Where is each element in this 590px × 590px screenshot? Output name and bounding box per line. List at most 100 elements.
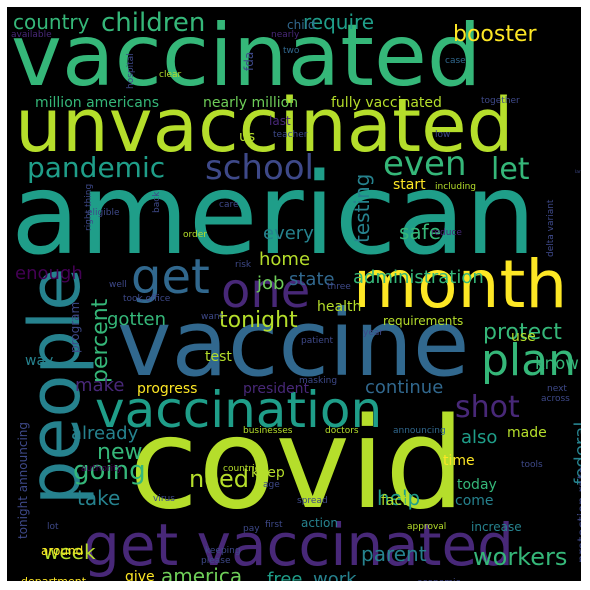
word-also: also [461,427,497,448]
word-let: let [491,152,530,187]
word-children: children [101,8,205,38]
word-want: want [201,312,224,322]
word-teacher: teacher [273,130,308,140]
word-delta-variant: delta variant [546,199,556,257]
word-around: around [41,544,83,558]
word-including: including [435,182,476,192]
word-unvaccinated: unvaccinated [15,83,514,169]
word-announcing: announcing [393,426,446,436]
word-america: america [161,564,242,581]
word-even: even [383,144,467,184]
word-protect: protect [483,320,562,345]
word-age: age [263,480,280,490]
word-fact: fact [381,493,408,509]
word-three: three [327,282,351,292]
word-get-vaccinated: get vaccinated [83,511,514,579]
word-new: new [97,440,142,465]
word-shot: shot [455,390,520,425]
word-pay: pay [243,524,260,534]
word-last: last [269,114,291,128]
word-come: come [455,493,494,509]
word-start: start [393,177,426,193]
word-approval: approval [407,522,446,532]
word-president: president [243,381,310,397]
word-test: test [205,349,232,365]
word-fully-vaccinated: fully vaccinated [331,95,442,111]
word-department: department [21,575,87,581]
word-booster: booster [453,22,538,47]
word-lot: lot [47,522,59,532]
word-require: require [303,10,374,34]
word-safe: safe [399,220,441,244]
word-spread: spread [297,496,328,506]
word-country: country [13,10,90,34]
word-risk: risk [235,260,252,270]
word-countries: countries [223,464,265,474]
word-federal: federal [571,422,581,485]
word-administration: administration [353,267,484,288]
word-going: going [73,456,146,486]
word-help: help [377,486,420,510]
word-eligible: eligible [87,208,120,218]
word-doctors: doctors [325,426,359,436]
word-give: give [125,569,155,581]
word-plan: plan [481,335,576,386]
word-economic: economic [417,578,460,581]
word-care: care [219,200,239,210]
word-increase: increase [471,520,522,534]
word-child: child [287,18,316,32]
word-million-americans: million americans [35,95,159,111]
word-well: well [109,280,127,290]
word-take: take [77,486,120,510]
word-state: state [289,269,335,290]
word-tonight: tonight [219,308,298,333]
word-two: two [283,46,300,56]
word-vaccination: vaccination [95,381,382,439]
word-enough: enough [15,263,83,284]
word-first: first [265,520,283,530]
word-across: across [541,394,570,404]
word-low: low [435,130,450,140]
word-continue: continue [365,377,443,398]
word-workers: workers [473,543,567,571]
word-fda: fda [242,52,256,71]
word-case: case [445,56,466,66]
word-requirements: requirements [383,314,463,328]
word-know: know [535,354,579,373]
word-already: already [71,423,139,444]
word-please: please [201,556,231,566]
word-one: one [221,263,310,319]
word-next: next [547,384,567,394]
word-keeping: keeping [205,546,241,556]
word-time: time [443,453,475,469]
word-progress: progress [137,381,197,397]
word-use: use [511,329,536,345]
word-parent: parent [361,542,427,566]
word-pandemic: pandemic [27,151,165,184]
word-job: job [256,273,284,294]
word-available: available [11,30,52,40]
word-people: people [14,268,96,505]
word-large: large [575,169,581,175]
word-back: back [152,191,162,213]
word-percent: percent [88,298,113,383]
word-testing: testing [350,174,374,243]
word-american: american [11,150,536,280]
word-covid: covid [129,390,465,537]
word-patient: patient [301,336,333,346]
word-right-thing: right thing [84,184,94,231]
word-program: program [68,302,82,353]
word-keep: keep [251,465,285,481]
word-virus: virus [153,494,175,504]
word-hospital: hospital [126,53,136,89]
word-vaccine: vaccine [117,290,469,397]
word-made: made [507,425,547,441]
word-us: us [239,129,255,145]
word-school: school [205,148,314,188]
word-work: work [313,569,357,581]
word-every: every [263,223,314,244]
word-authority: authority [81,464,123,474]
word-free: free [267,569,303,581]
word-tools: tools [521,460,543,470]
